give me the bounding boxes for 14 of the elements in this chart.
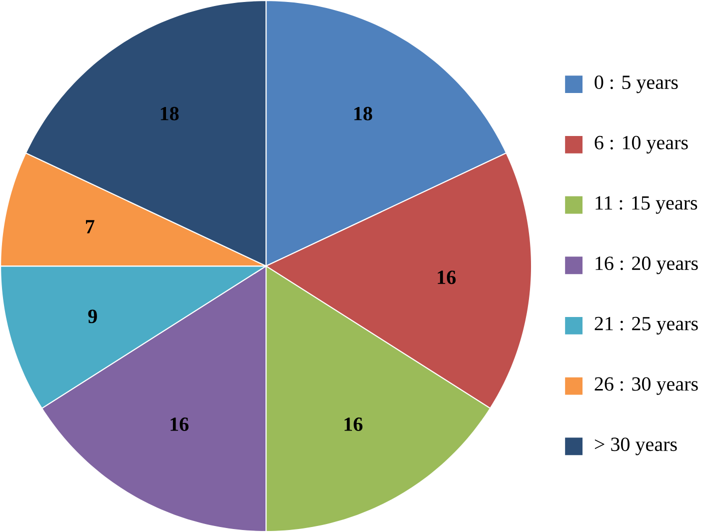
legend-label: 11 : 15 years xyxy=(596,196,698,214)
data-label: 16 xyxy=(170,417,188,431)
legend-label: > 30 years xyxy=(594,438,677,456)
data-label: 18 xyxy=(354,106,372,120)
data-label: 18 xyxy=(160,106,179,120)
legend-label: 6 : 10 years xyxy=(594,136,688,154)
data-label: 9 xyxy=(88,310,97,324)
legend-label: 21 : 25 years xyxy=(594,316,698,334)
legend-label: 16 : 20 years xyxy=(596,256,698,274)
legend-label: 0 : 5 years xyxy=(594,75,678,94)
legend-label: 26 : 30 years xyxy=(594,377,698,395)
data-label: 16 xyxy=(344,417,362,431)
data-label: 7 xyxy=(86,220,94,234)
data-label: 16 xyxy=(438,270,456,284)
